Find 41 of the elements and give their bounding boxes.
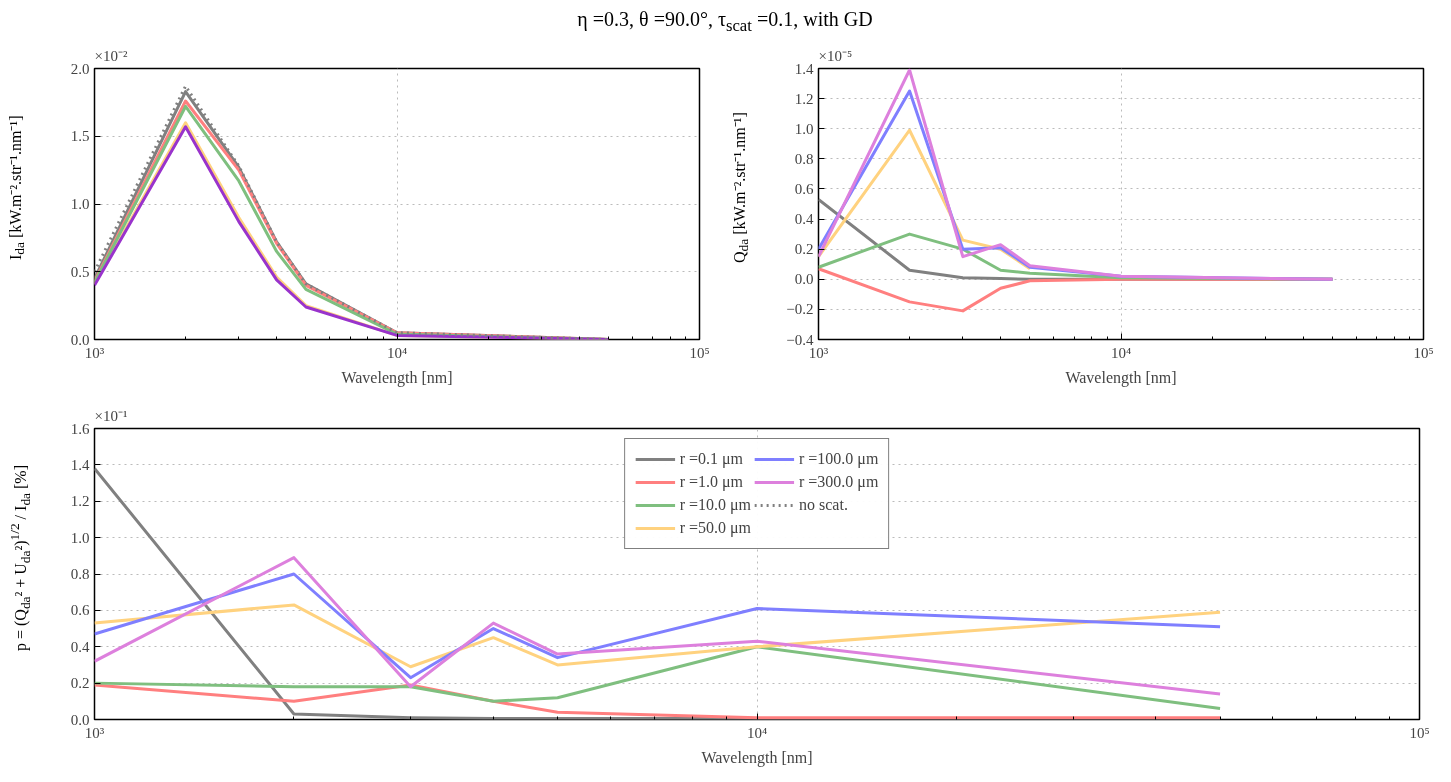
- y-tick-label: 0.6: [70, 602, 90, 619]
- text: ×10⁻²: [94, 47, 128, 64]
- y-tick-label: 1.4: [70, 456, 90, 473]
- y-tick-label: 0.2: [794, 241, 814, 258]
- x-tick-label: 10⁵: [689, 344, 710, 361]
- y-tick-label: 0.8: [794, 150, 814, 167]
- legend-label: no scat.: [799, 496, 848, 514]
- legend-label: r =300.0 μm: [799, 473, 879, 491]
- chart-title: η =0.3, θ =90.0°, τ$_{scat}$ =0.1, with GD: [577, 7, 873, 37]
- legend-label: r =100.0 μm: [799, 450, 879, 468]
- y-tick-label: 1.6: [70, 420, 90, 437]
- y-tick-label: 1.4: [794, 60, 814, 77]
- x-tick-label: 10⁵: [1413, 344, 1434, 361]
- y-tick-label: 1.2: [70, 493, 90, 510]
- y-tick-label: 0.2: [70, 675, 90, 692]
- y-tick-label: 0.5: [70, 263, 90, 280]
- y-tick-label: 0.4: [794, 211, 814, 228]
- x-axis-title: Wavelength [nm]: [701, 748, 813, 767]
- legend-label: r =50.0 μm: [679, 519, 751, 537]
- legend-label: r =10.0 μm: [679, 496, 751, 514]
- y-tick-label: 1.0: [70, 529, 90, 546]
- text: ×10⁻⁵: [818, 47, 853, 64]
- y-tick-label: 2.0: [70, 60, 90, 77]
- x-tick-label: 10⁵: [1409, 724, 1430, 741]
- y-tick-label: 0.6: [794, 180, 814, 197]
- x-axis-title: Wavelength [nm]: [1065, 368, 1177, 387]
- y-tick-label: 0.4: [70, 638, 90, 655]
- y-tick-label: 1.0: [70, 196, 90, 212]
- text: ×10⁻¹: [94, 407, 128, 424]
- y-tick-label: 1.5: [70, 128, 90, 145]
- x-tick-label: 10⁴: [386, 344, 408, 361]
- x-tick-label: 10⁴: [746, 724, 768, 741]
- y-tick-label: 0.0: [794, 271, 814, 288]
- x-tick-label: 10⁴: [1110, 344, 1132, 361]
- x-axis-title: Wavelength [nm]: [341, 368, 453, 387]
- legend-label: r =0.1 μm: [679, 450, 743, 468]
- y-tick-label: −0.2: [786, 301, 814, 318]
- y-tick-label: 1.0: [794, 120, 814, 137]
- y-tick-label: 0.8: [70, 566, 90, 582]
- y-tick-label: 1.2: [794, 90, 814, 107]
- legend-label: r =1.0 μm: [679, 473, 743, 491]
